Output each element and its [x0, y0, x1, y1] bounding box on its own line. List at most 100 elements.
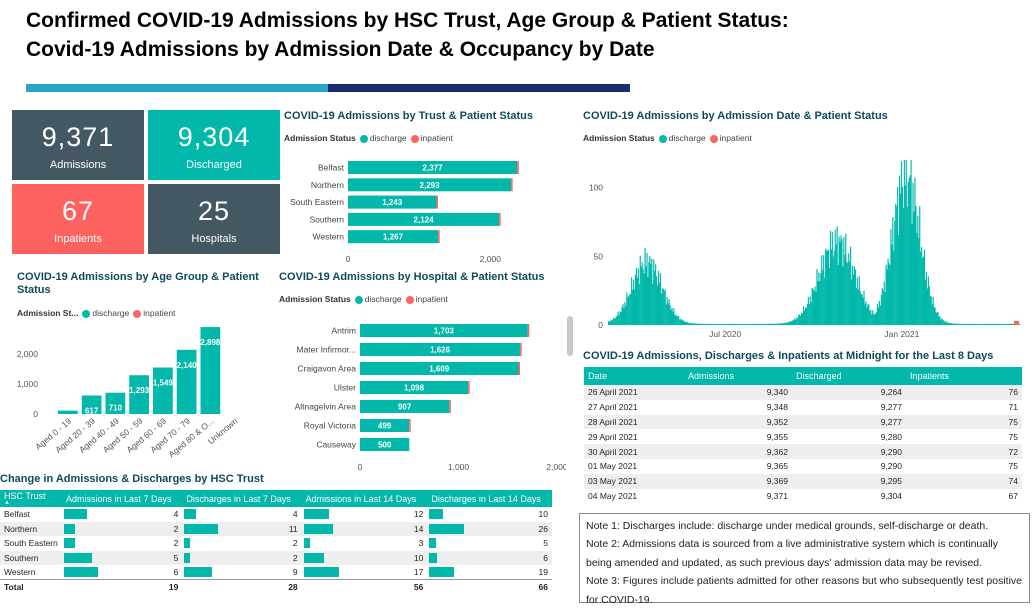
col-header[interactable]: Admissions in Last 7 Days	[62, 490, 183, 507]
date-bar	[808, 303, 810, 325]
y-tick-label: 2,000	[17, 349, 39, 359]
x-tick-label: 0	[346, 254, 351, 264]
date-bar	[775, 323, 777, 325]
date-bar	[825, 248, 827, 325]
trust-chart: Belfast 2,377 Northern 2,293 South Eastern 1,…	[290, 161, 519, 264]
table-row[interactable]: Northern 2 11 14 26	[0, 521, 552, 536]
legend-inpatient[interactable]: inpatient	[410, 133, 453, 143]
bar-inpatient	[449, 400, 451, 413]
hospital-chart-scrollbar[interactable]	[567, 316, 573, 356]
date-bar	[759, 323, 761, 325]
table-row[interactable]: 03 May 2021 9,369 9,295 74	[584, 473, 1022, 489]
date-bar	[967, 323, 969, 325]
legend-discharge[interactable]: discharge	[354, 294, 402, 304]
date-bar	[1006, 323, 1008, 325]
col-header[interactable]: Inpatients	[906, 367, 1022, 385]
value-text: 10	[413, 552, 424, 563]
date-bar	[788, 322, 790, 325]
date-bar	[766, 323, 768, 325]
date-bar	[945, 322, 947, 325]
table-row[interactable]: 04 May 2021 9,371 9,304 67	[584, 489, 1022, 504]
date-bar	[644, 248, 646, 325]
bar-data-label: 500	[378, 441, 392, 450]
date-bar-inpatient	[1014, 320, 1019, 325]
age-bar	[176, 349, 197, 414]
table-row[interactable]: 30 April 2021 9,362 9,290 72	[584, 444, 1022, 459]
age-bar	[129, 375, 149, 414]
change-table: HSC Trust ▲ Admissions in Last 7 Days Dis…	[0, 490, 552, 594]
date-bar	[663, 291, 665, 325]
age-bar	[58, 410, 78, 414]
legend-discharge[interactable]: discharge	[359, 133, 407, 143]
bar-category-label: Western	[313, 232, 345, 242]
col-header[interactable]: Date	[584, 367, 684, 385]
legend-inpatient[interactable]: inpatient	[709, 133, 752, 143]
date-bar	[737, 323, 739, 325]
date-bar	[771, 323, 773, 325]
table-row[interactable]: 28 April 2021 9,352 9,277 75	[584, 414, 1022, 430]
bar-inpatient	[436, 195, 438, 209]
bar-data-label: 1,609	[429, 365, 450, 374]
date-bar	[929, 295, 931, 325]
table-row[interactable]: Western 6 9 17 19	[0, 565, 552, 580]
col-header[interactable]: Admissions	[684, 367, 792, 385]
date-bar	[744, 323, 746, 325]
table-row[interactable]: 01 May 2021 9,365 9,290 75	[584, 459, 1022, 474]
table-row[interactable]: South Eastern 2 2 3 5	[0, 536, 552, 551]
bar-inpatient	[438, 230, 440, 244]
kpi-value: 25	[197, 196, 231, 226]
date-bar	[733, 323, 735, 325]
col-header[interactable]: Admissions in Last 14 Days	[301, 490, 428, 507]
legend-discharge[interactable]: discharge	[82, 308, 129, 318]
legend-title: Admission Status	[583, 133, 655, 143]
value-cell: 9,371	[766, 490, 788, 501]
legend-inpatient[interactable]: inpatient	[133, 308, 175, 318]
table-row[interactable]: 29 April 2021 9,355 9,280 75	[584, 429, 1022, 444]
inpatient-dot-icon	[133, 309, 142, 318]
bar-discharge	[348, 212, 500, 226]
date-bar	[940, 319, 942, 325]
date-bar	[905, 160, 907, 325]
date-bar	[653, 259, 655, 325]
table-row[interactable]: 27 April 2021 9,348 9,277 71	[584, 400, 1022, 415]
date-bar	[699, 323, 701, 325]
bar-inpatient	[520, 343, 522, 356]
inpatient-dot-icon	[709, 134, 718, 143]
legend-discharge[interactable]: discharge	[658, 133, 706, 143]
date-bar	[694, 323, 696, 325]
date-bar	[727, 323, 729, 325]
date-bar	[828, 268, 831, 325]
col-header[interactable]: Discharges in Last 7 Days	[182, 490, 302, 507]
date-bar	[820, 273, 822, 325]
col-header[interactable]: HSC Trust ▲	[0, 490, 62, 507]
value-cell: 6	[427, 551, 552, 566]
date-bar	[676, 315, 678, 325]
table-row[interactable]: Belfast 4 4 12 10	[0, 507, 552, 522]
date-bar	[891, 244, 893, 325]
date-bar	[646, 252, 648, 325]
value-text: 5	[173, 552, 179, 563]
date-bar	[685, 322, 687, 325]
date-bar	[854, 269, 856, 325]
bar-discharge	[360, 362, 519, 375]
date-bar	[901, 186, 904, 325]
date-bar	[826, 250, 828, 325]
col-header[interactable]: Discharges in Last 14 Days	[427, 490, 552, 507]
table-row[interactable]: Southern 5 2 10 6	[0, 550, 552, 566]
date-bar	[812, 288, 814, 325]
col-header[interactable]: Discharged	[792, 367, 906, 385]
date-bar	[955, 323, 957, 325]
date-bar	[741, 323, 743, 325]
col-header-label: Discharges in Last 14 Days	[431, 493, 541, 504]
data-bar	[64, 538, 75, 548]
date-bar	[645, 266, 647, 325]
kpi-value: 9,371	[41, 122, 115, 152]
table-row[interactable]: 26 April 2021 9,340 9,264 76	[584, 385, 1022, 400]
date-bar	[722, 323, 724, 325]
date-bar	[882, 290, 884, 325]
bar-data-label: 2,124	[414, 215, 435, 224]
date-bar	[835, 244, 837, 325]
date-bar	[916, 232, 918, 325]
legend-inpatient[interactable]: inpatient	[405, 294, 448, 304]
date-bar	[790, 321, 792, 325]
